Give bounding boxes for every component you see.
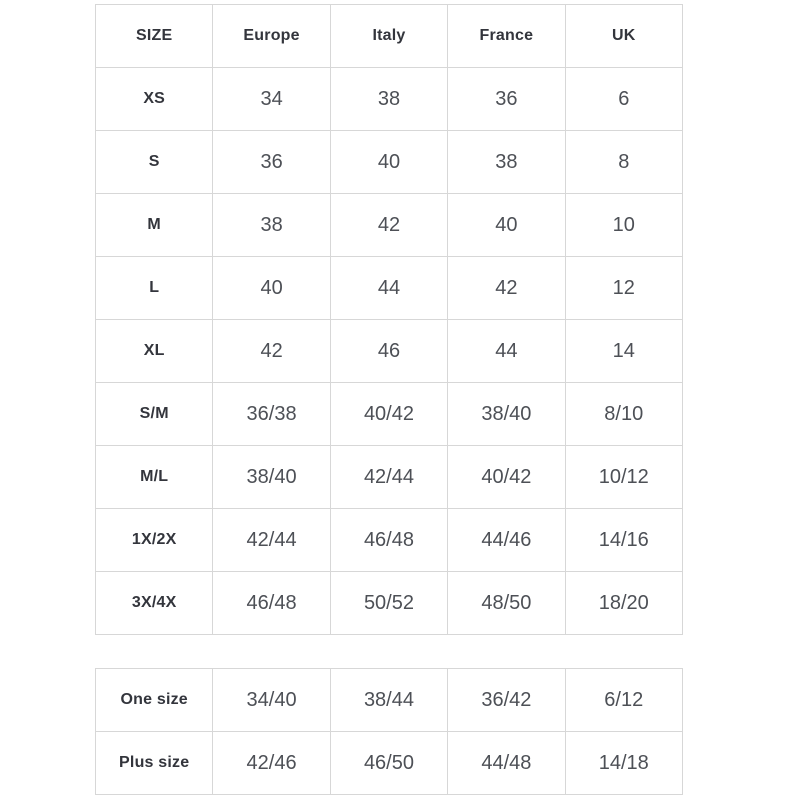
value-cell-italy: 46 — [329, 319, 449, 383]
special-sizes-table: One size 34/40 38/44 36/42 6/12 Plus siz… — [94, 668, 683, 795]
value-cell-europe: 38/40 — [212, 445, 331, 509]
size-label-cell: M — [94, 193, 214, 257]
row-m-l: M/L 38/40 42/44 40/42 10/12 — [94, 445, 683, 509]
size-label-cell: S — [94, 130, 214, 194]
size-label-cell: XL — [94, 319, 214, 383]
value-cell-europe: 34/40 — [212, 668, 331, 732]
row-xl: XL 42 46 44 14 — [94, 319, 683, 383]
tables-container: SIZE Europe Italy France UK XS 34 38 36 … — [94, 4, 683, 795]
value-cell-uk: 6 — [564, 67, 683, 131]
row-1x-2x: 1X/2X 42/44 46/48 44/46 14/16 — [94, 508, 683, 572]
value-cell-europe: 42 — [212, 319, 331, 383]
size-conversion-table: SIZE Europe Italy France UK XS 34 38 36 … — [94, 4, 683, 635]
value-cell-france: 36/42 — [447, 668, 566, 732]
value-cell-uk: 10 — [564, 193, 683, 257]
size-label-cell: One size — [94, 668, 214, 732]
value-cell-france: 40/42 — [447, 445, 566, 509]
value-cell-italy: 44 — [329, 256, 449, 320]
size-label-cell: L — [94, 256, 214, 320]
size-label-cell: Plus size — [94, 731, 214, 795]
value-cell-uk: 18/20 — [564, 571, 683, 635]
row-s: S 36 40 38 8 — [94, 130, 683, 194]
value-cell-france: 40 — [447, 193, 566, 257]
column-header-uk: UK — [564, 4, 683, 68]
value-cell-uk: 8/10 — [564, 382, 683, 446]
value-cell-uk: 8 — [564, 130, 683, 194]
value-cell-france: 48/50 — [447, 571, 566, 635]
value-cell-uk: 12 — [564, 256, 683, 320]
row-s-m: S/M 36/38 40/42 38/40 8/10 — [94, 382, 683, 446]
value-cell-uk: 6/12 — [564, 668, 683, 732]
value-cell-europe: 36/38 — [212, 382, 331, 446]
value-cell-france: 44 — [447, 319, 566, 383]
column-header-europe: Europe — [212, 4, 331, 68]
value-cell-europe: 46/48 — [212, 571, 331, 635]
value-cell-europe: 34 — [212, 67, 331, 131]
header-row: SIZE Europe Italy France UK — [94, 4, 683, 68]
value-cell-italy: 38/44 — [329, 668, 449, 732]
value-cell-europe: 36 — [212, 130, 331, 194]
value-cell-europe: 38 — [212, 193, 331, 257]
column-header-france: France — [447, 4, 566, 68]
value-cell-italy: 38 — [329, 67, 449, 131]
row-l: L 40 44 42 12 — [94, 256, 683, 320]
value-cell-france: 38/40 — [447, 382, 566, 446]
value-cell-italy: 42 — [329, 193, 449, 257]
size-label-cell: 1X/2X — [94, 508, 214, 572]
value-cell-uk: 14/16 — [564, 508, 683, 572]
value-cell-italy: 50/52 — [329, 571, 449, 635]
value-cell-france: 44/48 — [447, 731, 566, 795]
row-one-size: One size 34/40 38/44 36/42 6/12 — [94, 668, 683, 732]
value-cell-italy: 42/44 — [329, 445, 449, 509]
size-label-cell: 3X/4X — [94, 571, 214, 635]
row-xs: XS 34 38 36 6 — [94, 67, 683, 131]
value-cell-france: 44/46 — [447, 508, 566, 572]
column-header-italy: Italy — [329, 4, 449, 68]
value-cell-italy: 40 — [329, 130, 449, 194]
value-cell-france: 36 — [447, 67, 566, 131]
size-label-cell: S/M — [94, 382, 214, 446]
size-label-cell: XS — [94, 67, 214, 131]
column-header-size: SIZE — [94, 4, 214, 68]
value-cell-europe: 40 — [212, 256, 331, 320]
value-cell-france: 42 — [447, 256, 566, 320]
value-cell-italy: 46/50 — [329, 731, 449, 795]
value-cell-italy: 46/48 — [329, 508, 449, 572]
row-3x-4x: 3X/4X 46/48 50/52 48/50 18/20 — [94, 571, 683, 635]
value-cell-france: 38 — [447, 130, 566, 194]
value-cell-europe: 42/44 — [212, 508, 331, 572]
value-cell-uk: 14/18 — [564, 731, 683, 795]
value-cell-italy: 40/42 — [329, 382, 449, 446]
row-plus-size: Plus size 42/46 46/50 44/48 14/18 — [94, 731, 683, 795]
size-label-cell: M/L — [94, 445, 214, 509]
row-m: M 38 42 40 10 — [94, 193, 683, 257]
value-cell-uk: 14 — [564, 319, 683, 383]
value-cell-uk: 10/12 — [564, 445, 683, 509]
value-cell-europe: 42/46 — [212, 731, 331, 795]
